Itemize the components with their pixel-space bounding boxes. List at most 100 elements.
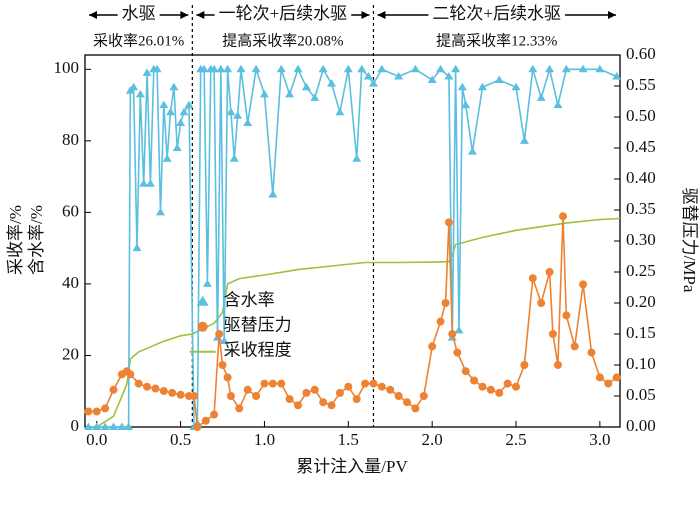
marker xyxy=(477,82,487,91)
marker xyxy=(441,299,450,307)
marker xyxy=(335,107,345,116)
marker xyxy=(143,382,152,391)
marker xyxy=(236,64,246,73)
marker xyxy=(268,190,278,198)
y2-tick-label: 0.45 xyxy=(626,137,656,156)
y2-tick-label: 0.25 xyxy=(626,261,656,280)
marker xyxy=(293,401,302,410)
marker xyxy=(226,107,236,116)
marker xyxy=(394,392,403,400)
marker xyxy=(352,395,361,404)
marker xyxy=(512,382,521,391)
marker xyxy=(101,404,110,413)
marker xyxy=(277,379,286,388)
marker xyxy=(124,422,134,430)
marker xyxy=(444,71,454,80)
marker xyxy=(139,179,149,187)
legend-swatch xyxy=(196,295,209,306)
y2-tick-label: 0.00 xyxy=(626,416,656,435)
x-tick-label: 1.0 xyxy=(254,430,275,449)
marker xyxy=(562,311,571,320)
marker xyxy=(190,392,199,400)
y-tick-label: 40 xyxy=(62,273,79,292)
marker xyxy=(344,382,353,391)
marker xyxy=(578,64,588,73)
marker xyxy=(352,154,362,162)
marker xyxy=(436,317,445,326)
marker xyxy=(159,387,168,396)
marker xyxy=(129,82,139,91)
marker xyxy=(243,385,252,394)
marker xyxy=(168,388,177,397)
y-axis-label: 采收率/% xyxy=(6,205,25,275)
y2-axis-label: 驱替压力/MPa xyxy=(680,188,699,293)
y2-tick-label: 0.35 xyxy=(626,199,656,218)
marker xyxy=(166,107,176,116)
marker xyxy=(386,385,395,394)
marker xyxy=(276,64,286,73)
y2-tick-label: 0.10 xyxy=(626,354,656,373)
marker xyxy=(403,398,412,407)
marker xyxy=(176,118,186,126)
marker xyxy=(519,136,529,144)
marker xyxy=(461,367,470,376)
marker xyxy=(318,64,328,73)
marker xyxy=(453,348,462,357)
marker xyxy=(92,407,101,416)
y2-tick-label: 0.50 xyxy=(626,106,656,125)
marker xyxy=(361,379,370,388)
marker xyxy=(252,392,261,400)
marker xyxy=(83,422,93,430)
y2-tick-label: 0.20 xyxy=(626,292,656,311)
marker xyxy=(357,64,367,73)
legend-label: 驱替压力 xyxy=(224,316,292,335)
marker xyxy=(335,388,344,397)
marker xyxy=(451,64,461,73)
marker xyxy=(369,379,378,388)
marker xyxy=(223,64,233,73)
x-tick-label: 1.5 xyxy=(338,430,359,449)
marker xyxy=(226,392,235,400)
marker xyxy=(210,410,219,419)
marker xyxy=(219,336,229,345)
marker xyxy=(172,143,182,151)
marker xyxy=(427,75,437,84)
marker xyxy=(202,279,212,287)
marker xyxy=(587,348,596,357)
marker xyxy=(495,388,504,397)
marker xyxy=(233,111,243,119)
arrow-head xyxy=(608,11,616,19)
marker xyxy=(199,64,209,73)
marker xyxy=(301,82,311,91)
marker xyxy=(520,361,529,369)
marker xyxy=(579,280,588,289)
marker xyxy=(428,342,437,351)
marker xyxy=(343,64,353,73)
marker xyxy=(109,385,118,394)
marker xyxy=(377,64,387,73)
region-label: 一轮次+后续水驱 xyxy=(219,4,348,23)
marker xyxy=(302,388,311,397)
marker xyxy=(612,373,621,382)
region-sublabel: 采收率26.01% xyxy=(93,32,184,49)
marker xyxy=(92,422,102,430)
marker xyxy=(478,382,487,391)
marker xyxy=(461,100,471,109)
marker xyxy=(134,379,143,388)
arrow-head xyxy=(89,11,97,19)
marker xyxy=(536,93,546,101)
series-line xyxy=(88,216,618,429)
marker xyxy=(229,154,239,162)
y2-tick-label: 0.05 xyxy=(626,385,656,404)
x-axis-label: 累计注入量/PV xyxy=(296,457,408,476)
marker xyxy=(201,416,210,425)
marker xyxy=(310,93,320,101)
y2-tick-label: 0.15 xyxy=(626,323,656,342)
marker xyxy=(410,64,420,73)
marker xyxy=(444,218,453,227)
marker xyxy=(448,330,457,338)
x-tick-label: 0.5 xyxy=(170,430,191,449)
marker xyxy=(327,401,336,410)
region-label: 水驱 xyxy=(122,4,156,23)
